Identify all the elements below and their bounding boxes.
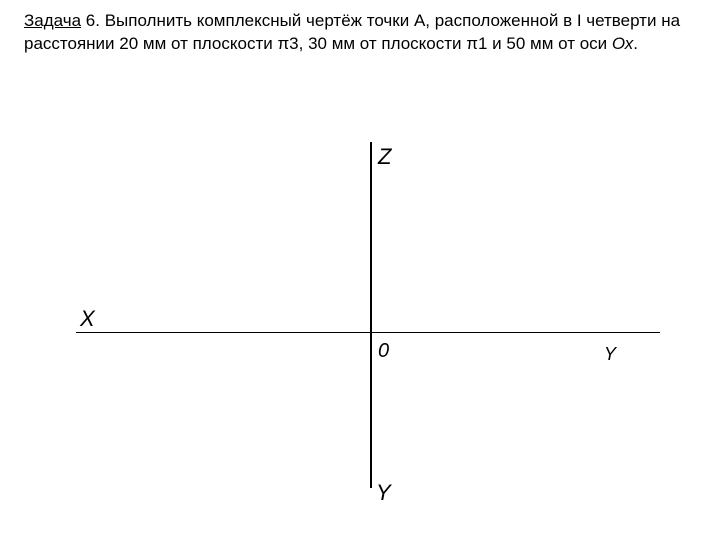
z-axis-line — [370, 142, 372, 332]
problem-end: . — [633, 34, 638, 53]
x-axis-line — [76, 332, 370, 333]
x-label: X — [80, 306, 95, 332]
coordinate-diagram: Z X 0 Y Y — [0, 100, 720, 540]
z-label: Z — [378, 144, 391, 170]
problem-body: Выполнить комплексный чертёж точки А, ра… — [24, 11, 680, 53]
y-down-axis-line — [370, 332, 372, 488]
origin-label: 0 — [378, 340, 389, 363]
y-down-label: Y — [376, 480, 391, 506]
axis-ox-ref: Ох — [612, 34, 633, 53]
problem-number: 6. — [86, 11, 100, 30]
y-right-axis-line — [370, 332, 660, 333]
y-right-label: Y — [604, 344, 616, 365]
problem-label: Задача — [24, 11, 81, 30]
problem-statement: Задача 6. Выполнить комплексный чертёж т… — [24, 10, 696, 56]
